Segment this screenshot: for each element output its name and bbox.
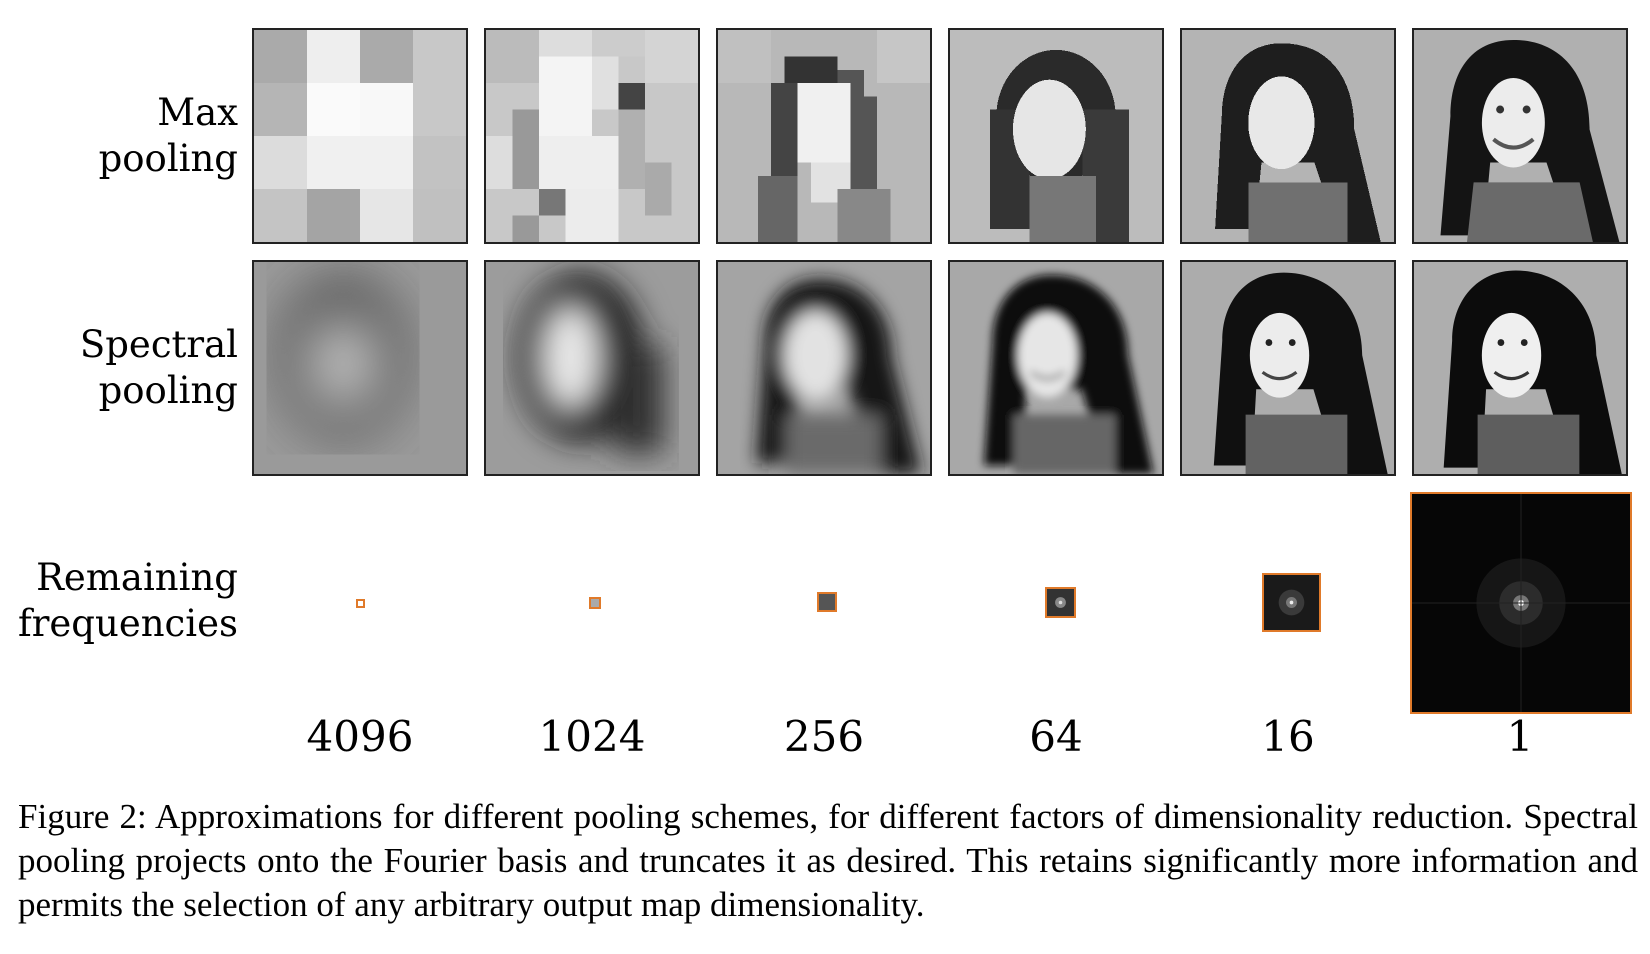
spectral-pooling-image-256	[716, 260, 932, 476]
max-pooling-image-4096	[252, 28, 468, 244]
row-label-line: Remaining	[36, 556, 238, 599]
max-pooling-image-1024	[484, 28, 700, 244]
max-pooling-image-256	[716, 28, 932, 244]
factor-label-1024: 1024	[538, 712, 646, 761]
row-label-max-pooling: Max pooling	[99, 90, 238, 182]
factor-label-16: 16	[1261, 712, 1315, 761]
max-pooling-image-1	[1412, 28, 1628, 244]
row-label-line: pooling	[98, 369, 238, 412]
row-label-line: Max	[157, 91, 238, 134]
frequency-box-256	[817, 592, 837, 612]
row-label-line: Spectral	[79, 323, 238, 366]
factor-label-64: 64	[1029, 712, 1083, 761]
row-label-spectral-pooling: Spectral pooling	[80, 322, 238, 414]
spectral-pooling-image-4096	[252, 260, 468, 476]
spectral-pooling-image-1024	[484, 260, 700, 476]
row-label-remaining-frequencies: Remaining frequencies	[18, 555, 238, 647]
max-pooling-image-64	[948, 28, 1164, 244]
frequency-box-64	[1045, 587, 1076, 618]
spectral-pooling-image-1	[1412, 260, 1628, 476]
frequency-box-4096	[356, 599, 365, 608]
frequency-box-1024	[589, 597, 601, 609]
row-label-line: pooling	[98, 137, 238, 180]
frequency-box-16	[1262, 573, 1321, 632]
spectral-pooling-image-16	[1180, 260, 1396, 476]
factor-label-4096: 4096	[306, 712, 414, 761]
figure-caption: Figure 2: Approximations for different p…	[18, 797, 1638, 924]
frequency-box-1	[1410, 492, 1632, 714]
factor-label-1: 1	[1506, 712, 1534, 761]
spectral-pooling-image-64	[948, 260, 1164, 476]
factor-label-256: 256	[783, 712, 865, 761]
max-pooling-image-16	[1180, 28, 1396, 244]
row-label-line: frequencies	[18, 602, 238, 645]
